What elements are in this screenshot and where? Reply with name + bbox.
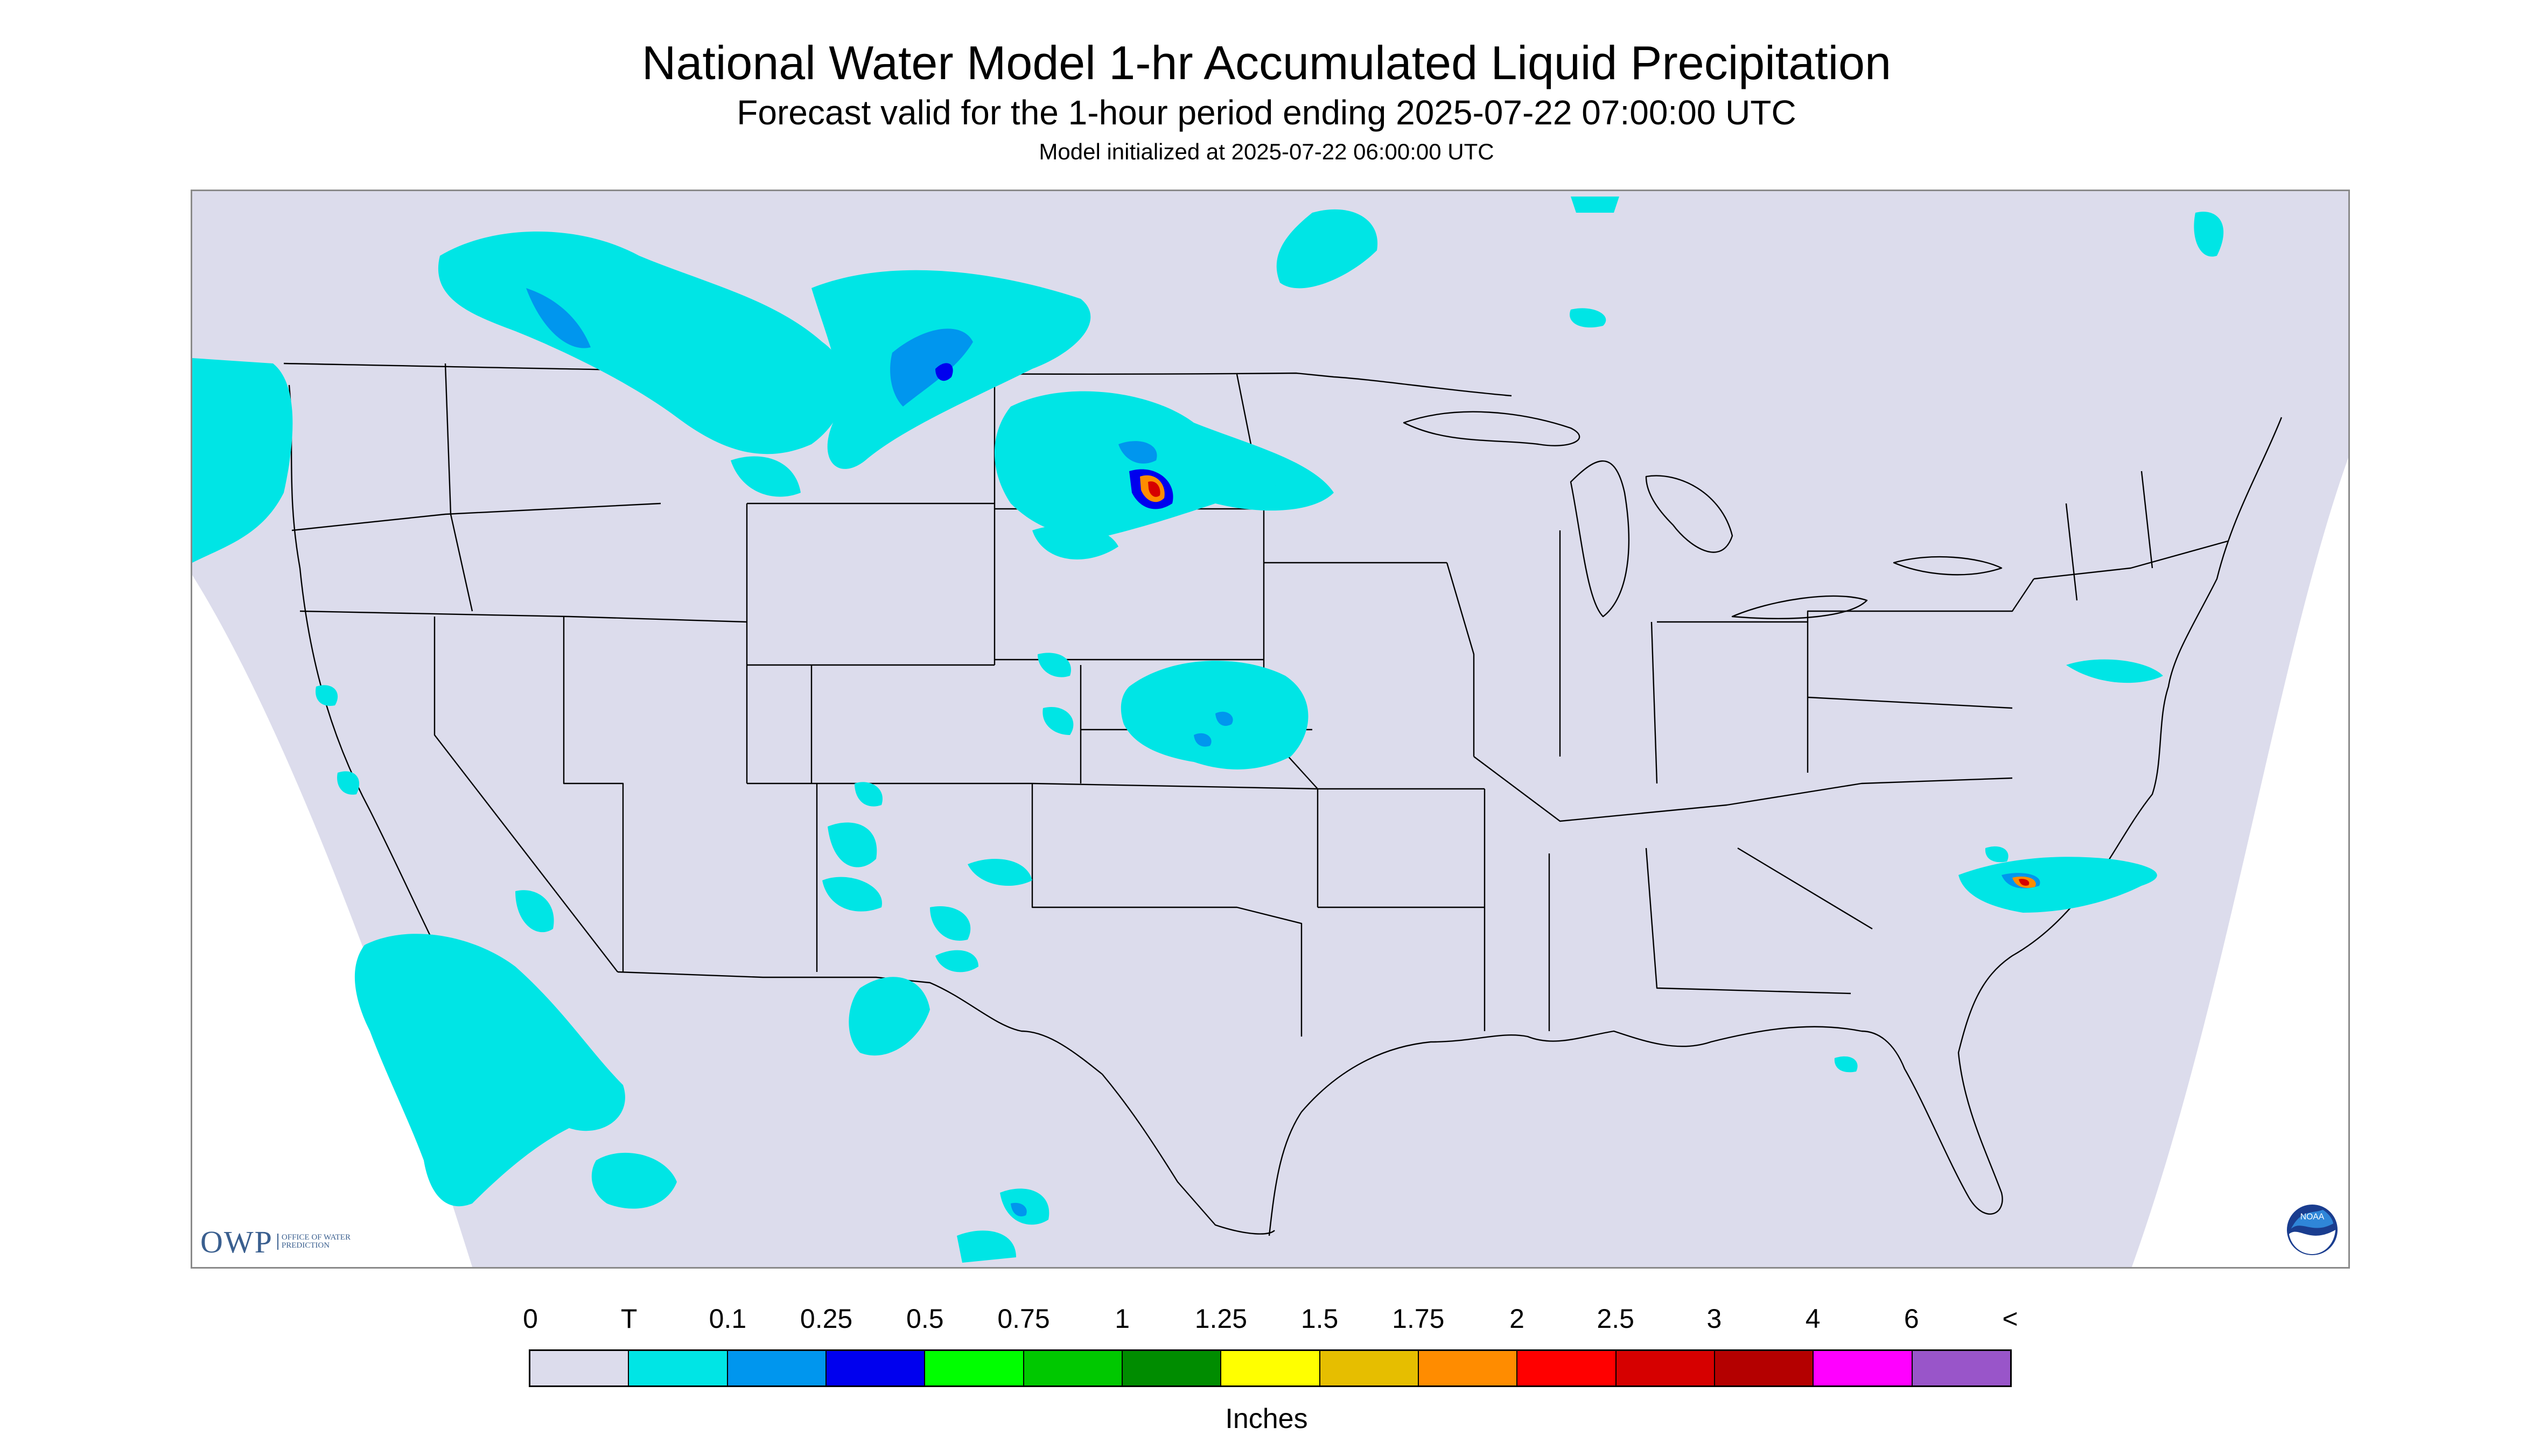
model-init-caption: Model initialized at 2025-07-22 06:00:00… (1039, 139, 1494, 164)
map-title: National Water Model 1-hr Accumulated Li… (641, 36, 1892, 89)
legend-tick-label: 1.5 (1300, 1304, 1339, 1334)
owp-logo-letters: OWP (200, 1224, 273, 1259)
precip-area-west-texas (849, 977, 930, 1056)
legend-tick-label: 6 (1904, 1304, 1919, 1334)
legend-swatch (1320, 1351, 1419, 1385)
precipitation-map[interactable] (191, 190, 2350, 1269)
precipitation-color-scale (529, 1349, 2012, 1387)
legend-tick-label: 0 (523, 1304, 538, 1334)
precip-area-southwest (828, 822, 877, 867)
precip-area-baja-nw-mexico (354, 934, 625, 1207)
legend-swatch (1616, 1351, 1715, 1385)
owp-logo-text: OFFICE OF WATER PREDICTION (277, 1234, 352, 1250)
owp-logo: OWP OFFICE OF WATER PREDICTION (200, 1224, 352, 1259)
legend-units-label: Inches (1225, 1403, 1308, 1434)
legend-tick-label: < (2002, 1304, 2018, 1334)
legend-tick-label: 2.5 (1597, 1304, 1634, 1334)
legend-swatch (1024, 1351, 1123, 1385)
legend-swatch (1221, 1351, 1320, 1385)
precip-area-kansas-nebraska (1121, 661, 1309, 769)
precip-area-offshore-nc (1958, 857, 2157, 913)
legend-swatch (1418, 1351, 1518, 1385)
legend-swatch (727, 1351, 827, 1385)
legend-tick-label: 4 (1805, 1304, 1821, 1334)
legend-tick-label: 2 (1509, 1304, 1524, 1334)
legend-swatch (1912, 1351, 2010, 1385)
legend-swatch (925, 1351, 1024, 1385)
precip-area-washington-coast (192, 358, 293, 563)
legend-swatch (826, 1351, 926, 1385)
legend-tick-label: 1.75 (1392, 1304, 1445, 1334)
legend-tick-label: T (620, 1304, 638, 1334)
legend-tick-label: 0.75 (997, 1304, 1050, 1334)
noaa-logo-text: NOAA (2300, 1212, 2325, 1221)
legend-tick-label: 3 (1706, 1304, 1722, 1334)
legend-tick-label: 0.5 (906, 1304, 944, 1334)
precipitation-areas (192, 197, 2224, 1263)
legend-swatch (629, 1351, 728, 1385)
legend-swatch (1715, 1351, 1814, 1385)
legend-swatch (1122, 1351, 1222, 1385)
precip-area-northern-rockies (438, 232, 846, 454)
noaa-logo: NOAA (2286, 1204, 2338, 1256)
legend-tick-label: 1.25 (1194, 1304, 1248, 1334)
forecast-valid-subtitle: Forecast valid for the 1-hour period end… (737, 93, 1796, 132)
legend-tick-label: 0.1 (709, 1304, 747, 1334)
legend-tick-label: 1 (1115, 1304, 1130, 1334)
legend-swatch (1814, 1351, 1913, 1385)
legend-swatch (1517, 1351, 1617, 1385)
legend-swatch (530, 1351, 629, 1385)
legend-tick-label: 0.25 (800, 1304, 853, 1334)
